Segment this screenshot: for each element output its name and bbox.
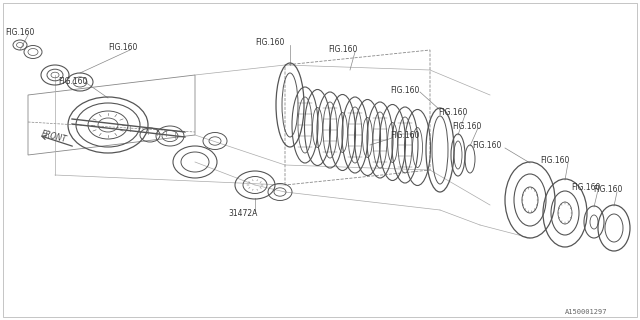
Text: 31472A: 31472A [228,209,257,218]
Text: FIG.160: FIG.160 [438,108,467,117]
Text: FIG.160: FIG.160 [255,38,284,47]
Text: FIG.160: FIG.160 [58,77,88,86]
Text: FIG.160: FIG.160 [571,183,600,192]
Text: FIG.160: FIG.160 [452,122,481,131]
Text: FIG.160: FIG.160 [5,28,35,37]
Text: FIG.160: FIG.160 [108,43,138,52]
Text: FIG.160: FIG.160 [472,141,501,150]
Text: FIG.160: FIG.160 [540,156,570,165]
Text: FRONT: FRONT [40,129,67,144]
Text: A150001297: A150001297 [565,309,607,315]
Text: FIG.160: FIG.160 [328,45,357,54]
Text: FIG.160: FIG.160 [593,185,622,194]
Text: FIG.160: FIG.160 [390,86,419,95]
Text: FIG.160: FIG.160 [390,131,419,140]
